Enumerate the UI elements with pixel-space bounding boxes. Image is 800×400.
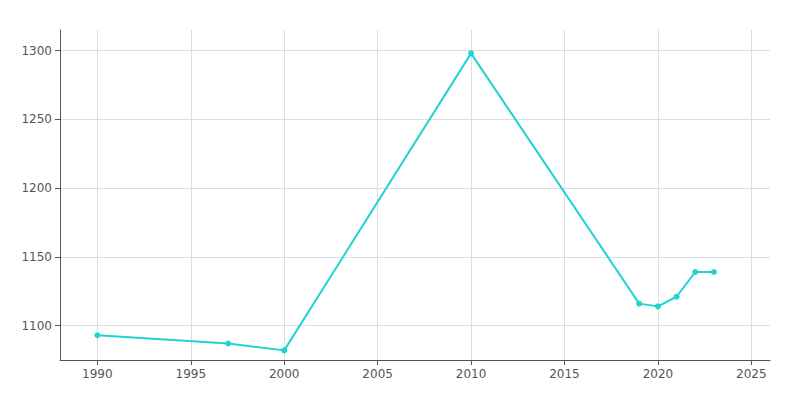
svg-text:1150: 1150 <box>21 250 52 264</box>
svg-text:2025: 2025 <box>736 367 767 381</box>
svg-text:1995: 1995 <box>176 367 207 381</box>
svg-text:1990: 1990 <box>82 367 113 381</box>
svg-text:2020: 2020 <box>643 367 674 381</box>
svg-text:1200: 1200 <box>21 181 52 195</box>
svg-text:2005: 2005 <box>362 367 393 381</box>
svg-text:2015: 2015 <box>549 367 580 381</box>
svg-text:1100: 1100 <box>21 319 52 333</box>
svg-text:1250: 1250 <box>21 112 52 126</box>
svg-text:1300: 1300 <box>21 44 52 58</box>
svg-text:2000: 2000 <box>269 367 300 381</box>
svg-text:2010: 2010 <box>456 367 487 381</box>
